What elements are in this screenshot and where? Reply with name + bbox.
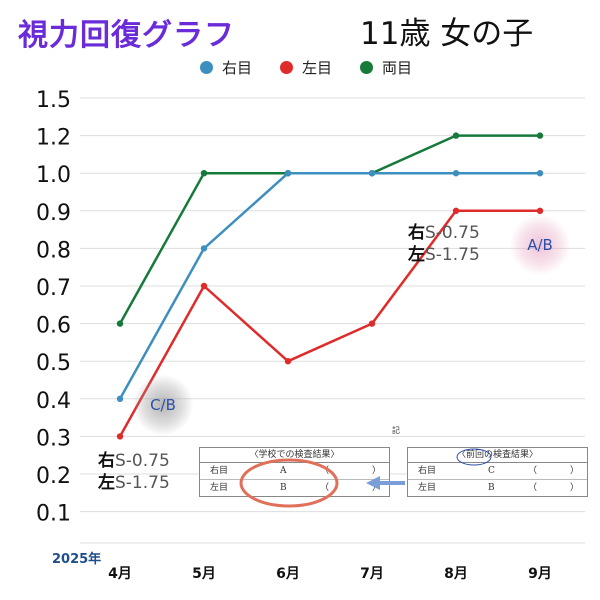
annotation-right-l-value: S-1.75 bbox=[425, 245, 480, 265]
badge-end-grade: A/B bbox=[510, 215, 570, 275]
legend-marker-right-eye bbox=[200, 61, 213, 74]
previous-result-row-value: C bbox=[488, 466, 495, 476]
series-line-right-eye bbox=[118, 171, 540, 400]
legend-marker-left-eye bbox=[280, 61, 294, 74]
previous-result-row-label: 右目 bbox=[418, 466, 437, 476]
data-point-both-eyes bbox=[116, 320, 124, 327]
legend-label-both-eyes: 両目 bbox=[382, 59, 413, 77]
school-result-paren-close: ） bbox=[371, 483, 381, 493]
previous-result-row-value: B bbox=[488, 483, 495, 493]
previous-result-row-label: 左目 bbox=[418, 483, 437, 493]
chart-title: 視力回復グラフ bbox=[18, 18, 235, 53]
school-result-row-value: A bbox=[280, 466, 287, 476]
previous-result-paren-close: ） bbox=[569, 466, 579, 476]
y-tick-label: 0.7 bbox=[36, 276, 71, 301]
data-point-left-eye bbox=[368, 320, 376, 327]
school-result-row: 左目 B （ ） bbox=[200, 480, 389, 496]
previous-result-row: 左目 B （ ） bbox=[408, 480, 587, 496]
data-point-both-eyes bbox=[200, 170, 208, 177]
legend-item-right-eye: 右目 bbox=[200, 57, 252, 78]
x-tick-label: 6月 bbox=[276, 566, 300, 582]
y-tick-label: 0.4 bbox=[36, 389, 71, 414]
data-point-left-eye bbox=[284, 358, 292, 365]
legend-label-right-eye: 右目 bbox=[222, 59, 253, 77]
data-point-left-eye bbox=[452, 207, 460, 214]
data-point-right-eye bbox=[536, 170, 544, 177]
data-point-left-eye bbox=[116, 433, 124, 440]
x-axis-year-label: 2025年 bbox=[52, 551, 101, 567]
previous-result-document: 〈前回の検査結果〉 右目 C （ ） 左目 B （ ） bbox=[407, 447, 588, 497]
data-point-both-eyes bbox=[536, 132, 544, 139]
data-point-both-eyes bbox=[452, 132, 460, 139]
data-point-right-eye bbox=[368, 170, 376, 177]
annotation-right-r-value: S-0.75 bbox=[425, 223, 480, 243]
x-tick-label: 9月 bbox=[528, 566, 552, 582]
legend-item-both-eyes: 両目 bbox=[360, 57, 412, 78]
x-tick-label: 7月 bbox=[360, 566, 384, 582]
series-line-left-eye bbox=[118, 209, 540, 438]
data-point-right-eye bbox=[452, 170, 460, 177]
previous-result-paren-open: （ bbox=[528, 466, 538, 476]
y-tick-label: 0.9 bbox=[36, 201, 71, 226]
x-tick-label: 8月 bbox=[444, 566, 468, 582]
school-result-heading: 〈学校での検査結果〉 bbox=[200, 448, 389, 463]
document-note-mark: 記 bbox=[392, 426, 400, 435]
legend-item-left-eye: 左目 bbox=[280, 57, 332, 78]
x-tick-label: 5月 bbox=[192, 566, 216, 582]
chart-subtitle: 11歳 女の子 bbox=[360, 16, 534, 52]
y-tick-label: 1.2 bbox=[36, 126, 71, 151]
legend: 右目 左目 両目 bbox=[200, 57, 422, 78]
badge-start-grade: C/B bbox=[133, 375, 193, 435]
school-result-row-value: B bbox=[280, 483, 287, 493]
previous-result-heading: 〈前回の検査結果〉 bbox=[408, 448, 587, 463]
y-tick-label: 1.0 bbox=[36, 163, 71, 188]
data-point-right-eye bbox=[200, 245, 208, 252]
data-point-left-eye bbox=[200, 282, 208, 290]
y-tick-label: 0.6 bbox=[36, 314, 71, 339]
annotation-right-prescription: 右S-0.75 左S-1.75 bbox=[408, 222, 480, 266]
y-tick-label: 0.2 bbox=[36, 464, 71, 489]
annotation-left-r-value: S-0.75 bbox=[115, 451, 170, 471]
y-tick-label: 0.3 bbox=[36, 426, 71, 451]
school-result-paren-close: ） bbox=[371, 466, 381, 476]
previous-result-paren-close: ） bbox=[569, 483, 579, 493]
badge-start-text: C/B bbox=[150, 396, 176, 414]
school-result-paren-open: （ bbox=[320, 466, 330, 476]
legend-label-left-eye: 左目 bbox=[302, 59, 333, 77]
school-result-row: 右目 A （ ） bbox=[200, 463, 389, 480]
annotation-left-l-prefix: 左 bbox=[98, 473, 115, 493]
data-point-right-eye bbox=[284, 170, 292, 177]
y-tick-label: 1.5 bbox=[36, 88, 71, 113]
legend-marker-both-eyes bbox=[360, 61, 374, 74]
annotation-left-r-prefix: 右 bbox=[98, 451, 115, 471]
school-result-document: 〈学校での検査結果〉 右目 A （ ） 左目 B （ ） bbox=[199, 447, 390, 497]
annotation-left-prescription: 右S-0.75 左S-1.75 bbox=[98, 450, 170, 494]
school-result-row-label: 左目 bbox=[210, 483, 229, 493]
school-result-paren-open: （ bbox=[320, 483, 330, 493]
data-point-right-eye bbox=[116, 395, 124, 402]
annotation-right-r-prefix: 右 bbox=[408, 223, 425, 243]
annotation-right-l-prefix: 左 bbox=[408, 245, 425, 265]
y-tick-label: 0.1 bbox=[36, 502, 71, 527]
y-tick-label: 0.5 bbox=[36, 351, 71, 376]
school-result-row-label: 右目 bbox=[210, 466, 229, 476]
y-tick-label: 0.8 bbox=[36, 238, 71, 263]
x-tick-label: 4月 bbox=[108, 566, 132, 582]
previous-result-paren-open: （ bbox=[528, 483, 538, 493]
previous-result-row: 右目 C （ ） bbox=[408, 463, 587, 480]
annotation-left-l-value: S-1.75 bbox=[115, 473, 170, 493]
badge-end-text: A/B bbox=[527, 236, 553, 254]
data-point-left-eye bbox=[536, 207, 544, 214]
